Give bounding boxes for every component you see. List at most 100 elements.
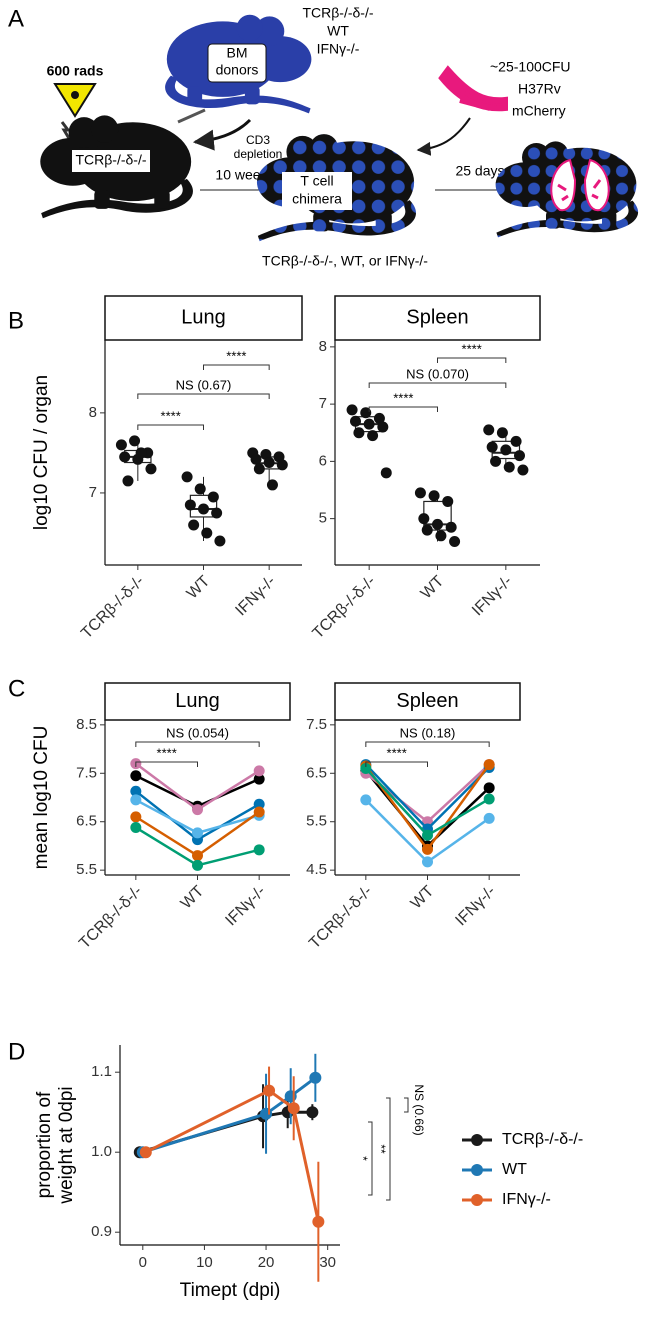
y-tick-label: 5.5 <box>306 813 327 830</box>
donor-genotype: WT <box>327 23 349 39</box>
step-label: 25 days <box>455 163 504 179</box>
series-point <box>422 843 433 855</box>
x-tick-label: 0 <box>139 1254 147 1271</box>
y-tick-label: 7.5 <box>76 764 97 781</box>
data-point <box>181 471 193 483</box>
chimera-label: T cell <box>300 173 333 189</box>
series-point <box>192 859 203 871</box>
sig-label: ** <box>374 1144 388 1154</box>
facet-strip <box>334 682 521 721</box>
data-point <box>496 427 508 439</box>
facet-title: Spleen <box>406 306 468 328</box>
y-tick-label: 7 <box>89 484 97 501</box>
data-point <box>353 427 365 439</box>
bacteria-icon <box>438 65 508 112</box>
data-point <box>360 407 372 419</box>
sig-bracket <box>137 393 270 399</box>
sig-bracket <box>203 364 270 370</box>
y-tick-label: 8.5 <box>76 716 97 733</box>
data-point <box>266 479 278 491</box>
data-point <box>250 453 262 465</box>
series-point <box>253 773 265 785</box>
chimera-label: chimera <box>292 191 342 207</box>
panel-label: B <box>8 307 24 334</box>
series-point <box>483 793 495 805</box>
data-point <box>135 447 147 459</box>
data-point <box>350 415 361 427</box>
depletion-label: depletion <box>234 147 283 161</box>
y-tick-label: 0.9 <box>91 1223 112 1240</box>
data-point <box>445 521 457 533</box>
data-point <box>435 530 447 542</box>
series-point <box>422 829 433 841</box>
series-point <box>192 827 203 839</box>
sig-label: NS (0.66) <box>412 1084 426 1135</box>
series-point <box>422 856 433 868</box>
series-point <box>306 1106 319 1119</box>
label-box <box>72 150 150 172</box>
sig-label: **** <box>157 745 177 760</box>
x-tick-label: WT <box>184 573 214 603</box>
data-point <box>198 503 209 515</box>
y-axis-label: proportion of <box>34 1091 55 1198</box>
data-point <box>442 495 454 507</box>
x-tick-label: WT <box>418 573 448 603</box>
series-point <box>360 762 372 774</box>
sig-label: NS (0.18) <box>400 725 456 740</box>
dose-label: 600 rads <box>47 63 104 79</box>
series-point <box>192 850 203 862</box>
sig-label: * <box>356 1156 370 1161</box>
data-point <box>428 490 440 502</box>
legend-marker <box>471 1194 483 1206</box>
donor-genotype: TCRβ-/-δ-/- <box>302 5 373 21</box>
series-line <box>145 1088 320 1223</box>
data-point <box>115 439 127 451</box>
data-point <box>207 491 219 503</box>
series-point <box>130 785 142 797</box>
x-tick-label: TCRβ-/-δ-/- <box>306 883 375 952</box>
y-tick-label: 6.5 <box>76 813 97 830</box>
data-point <box>449 536 461 548</box>
panel-label: D <box>8 1038 25 1065</box>
data-point <box>263 457 275 469</box>
sig-bracket <box>437 357 507 363</box>
series-point <box>253 798 265 810</box>
sig-label: **** <box>393 390 413 405</box>
series-point <box>253 844 265 856</box>
sig-bracket <box>365 761 428 767</box>
series-point <box>139 1146 152 1159</box>
lungs-icon <box>550 158 610 212</box>
series-point <box>260 1107 273 1120</box>
panel-label: C <box>8 675 25 702</box>
infection-label: H37Rv <box>518 81 561 97</box>
legend-marker <box>471 1164 483 1176</box>
series-point <box>192 804 203 816</box>
facet-title: Lung <box>175 690 220 712</box>
data-point <box>503 461 515 473</box>
data-point <box>129 435 141 447</box>
y-tick-label: 8 <box>89 404 97 421</box>
facet-title: Lung <box>181 306 226 328</box>
x-tick-label: IFNγ-/- <box>452 883 499 930</box>
series-point <box>483 812 495 824</box>
y-tick-label: 1.0 <box>91 1143 112 1160</box>
x-tick-label: WT <box>178 883 208 913</box>
series-point <box>253 765 265 777</box>
legend-marker <box>471 1134 483 1146</box>
syringe <box>177 108 206 124</box>
x-tick-label: WT <box>408 883 438 913</box>
y-tick-label: 6.5 <box>306 764 327 781</box>
sig-bracket <box>135 761 198 767</box>
data-point <box>363 418 375 430</box>
sig-label: NS (0.070) <box>406 366 469 381</box>
data-point <box>421 524 433 536</box>
x-tick-label: 30 <box>319 1254 336 1271</box>
series-point <box>253 806 265 818</box>
series-point <box>130 770 142 782</box>
sig-bracket <box>137 424 204 430</box>
data-point <box>490 455 502 467</box>
y-axis-label: log10 CFU / organ <box>31 375 52 530</box>
x-axis-label: Timept (dpi) <box>180 1280 281 1301</box>
data-point <box>253 463 265 475</box>
series-line <box>142 1076 317 1154</box>
